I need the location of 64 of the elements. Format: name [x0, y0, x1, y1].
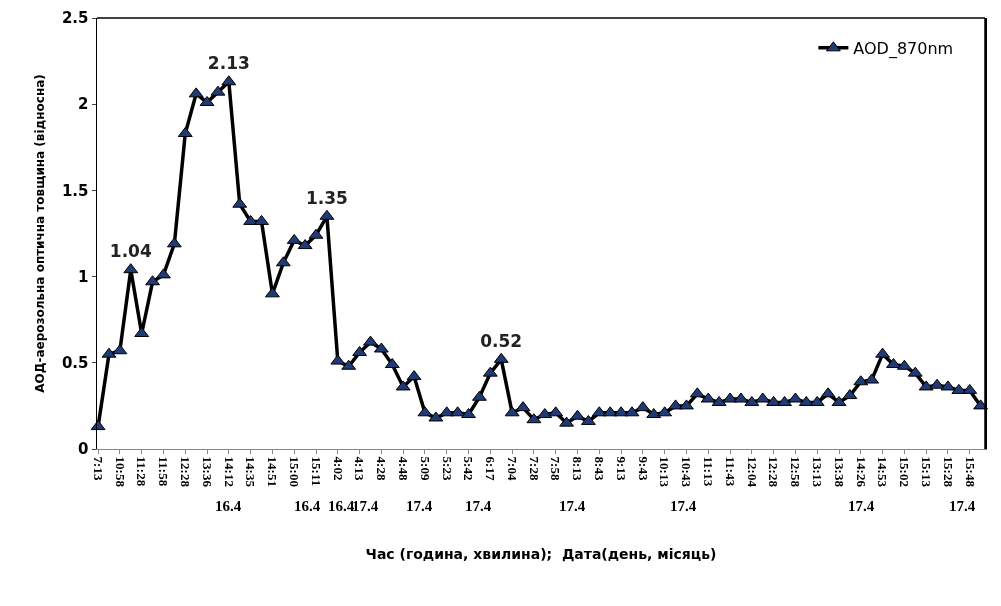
x-tick-label: 12:28	[178, 456, 194, 488]
text: 16.4	[328, 498, 355, 514]
x-tick-label: 5:42	[461, 456, 477, 481]
x-tick-label: 8:13	[570, 456, 586, 481]
x-tick-label: 4:28	[374, 456, 390, 481]
y-tick-label: 0	[78, 440, 89, 459]
x-tick-label: 4:02	[330, 456, 346, 481]
y-axis-title: АОД-аерозольна оптична товщина (відносна)	[33, 74, 48, 393]
text: 16.4	[215, 498, 242, 514]
x-tick-label: 14:26	[853, 456, 869, 488]
x-tick-label: 11:43	[722, 456, 738, 487]
x-tick-label: 9:43	[635, 456, 651, 481]
text: 17.4	[670, 498, 697, 514]
data-label: 1.04	[109, 240, 152, 261]
x-tick-label: 5:23	[439, 456, 455, 481]
x-tick-label: 12:58	[788, 456, 804, 488]
x-tick-label: 4:48	[395, 456, 411, 481]
x-tick-label: 12:04	[744, 456, 760, 488]
x-tick-label: 9:13	[613, 456, 629, 481]
x-tick-label: 8:43	[592, 456, 608, 481]
y-tick-label: 2	[78, 95, 89, 114]
y-tick-label: 0.5	[61, 354, 89, 373]
x-tick-label: 11:58	[156, 456, 172, 487]
x-tick-label: 15:48	[962, 456, 978, 488]
x-tick-label: 7:28	[526, 456, 542, 481]
x-tick-label: 7:04	[504, 456, 520, 481]
x-tick-label: 10:58	[112, 456, 128, 488]
y-tick-label: 1	[78, 267, 89, 286]
text: 17.4	[406, 498, 433, 514]
x-tick-label: 15:00	[286, 456, 302, 487]
x-tick-label: 15:28	[940, 456, 956, 488]
x-tick-label: 10:43	[679, 456, 695, 488]
x-tick-label: 14:53	[875, 456, 891, 488]
x-tick-label: 14:35	[243, 456, 259, 488]
x-tick-label: 7:58	[548, 456, 564, 481]
x-tick-label: 7:13	[90, 456, 106, 481]
text: 17.4	[559, 498, 586, 514]
text: 17.4	[949, 498, 976, 514]
y-tick-label: 2.5	[61, 9, 89, 28]
x-tick-label: 13:38	[831, 456, 847, 488]
text: 17.4	[848, 498, 875, 514]
text: 17.4	[352, 498, 379, 514]
x-tick-label: 15:11	[308, 456, 324, 487]
x-tick-label: 11:28	[134, 456, 150, 487]
x-tick-label: 12:28	[766, 456, 782, 488]
x-tick-label: 5:09	[417, 456, 433, 481]
x-tick-label: 15:02	[897, 456, 913, 487]
x-tick-label: 15:13	[918, 456, 934, 488]
data-label: 0.52	[480, 330, 523, 351]
x-tick-label: 4:13	[352, 456, 368, 481]
x-tick-label: 14:12	[221, 456, 237, 487]
text: 17.4	[465, 498, 492, 514]
data-label: 2.13	[207, 53, 250, 74]
x-tick-label: 6:17	[483, 456, 499, 481]
text: 16.4	[294, 498, 321, 514]
legend-label: AOD_870nm	[853, 39, 954, 60]
x-tick-label: 13:36	[199, 456, 215, 488]
x-tick-label: 10:13	[657, 456, 673, 488]
x-tick-label: 11:13	[701, 456, 717, 487]
data-label: 1.35	[305, 187, 348, 208]
x-tick-label: 14:51	[265, 456, 281, 487]
x-axis-title: Час (година, хвилина); Дата(день, місяць)	[365, 545, 717, 562]
y-tick-label: 1.5	[61, 181, 89, 200]
x-tick-label: 13:13	[809, 456, 825, 488]
